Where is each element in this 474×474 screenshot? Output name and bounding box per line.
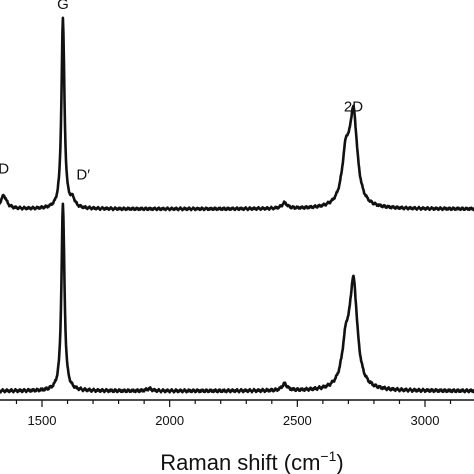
peak-label-2: G <box>57 0 69 13</box>
peak-label-4: 2D <box>344 99 363 116</box>
x-axis: 1500 2000 2500 3000 <box>0 399 474 428</box>
x-tick-label-3: 2500 <box>283 413 312 428</box>
peak-annotations: D G D′ 2D <box>0 0 363 183</box>
x-tick-label-1: 1500 <box>28 413 57 428</box>
spectrum-line-2 <box>0 202 474 394</box>
x-tick-label-2: 2000 <box>155 413 184 428</box>
x-tick-label-4: 3000 <box>411 413 440 428</box>
peak-label-1: D <box>0 161 9 178</box>
peak-label-3: D′ <box>76 166 90 183</box>
spectrum-line-1 <box>0 16 474 212</box>
spectra-group <box>0 16 474 394</box>
x-axis-title: Raman shift (cm−1) <box>160 448 343 474</box>
